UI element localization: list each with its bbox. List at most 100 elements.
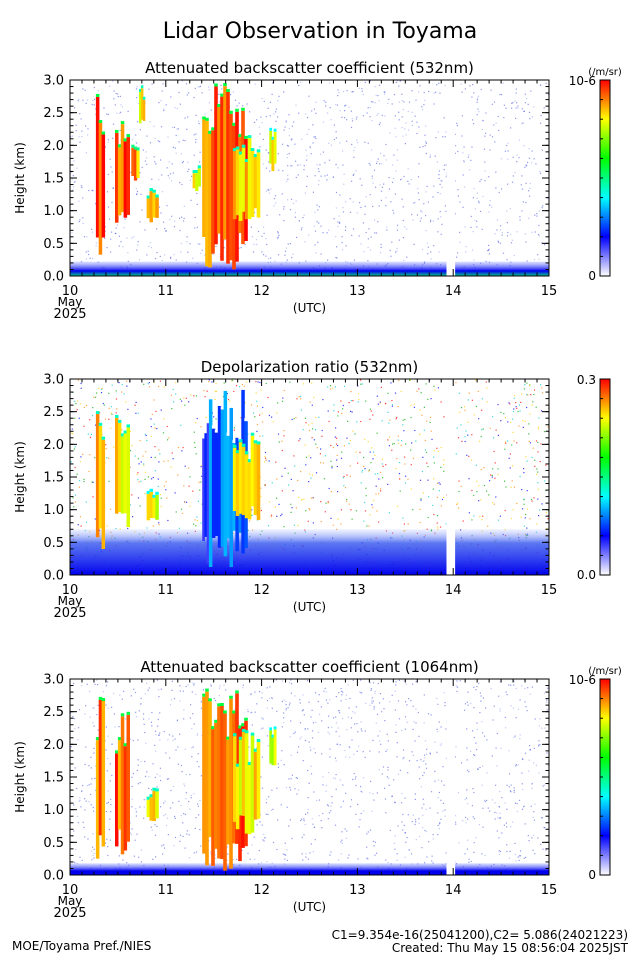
- signal-speckle: [359, 691, 361, 693]
- signal-speckle: [394, 835, 396, 837]
- signal-speckle: [478, 111, 480, 113]
- signal-speckle: [166, 817, 169, 819]
- signal-speckle: [377, 113, 379, 115]
- signal-speckle: [383, 93, 386, 95]
- signal-speckle: [537, 471, 539, 473]
- signal-speckle: [82, 821, 84, 823]
- signal-speckle: [303, 165, 305, 167]
- signal-speckle: [439, 744, 441, 746]
- signal-speckle: [433, 478, 435, 480]
- signal-speckle: [506, 440, 509, 442]
- signal-speckle: [468, 392, 470, 394]
- signal-speckle: [504, 150, 506, 152]
- signal-speckle: [94, 396, 97, 398]
- signal-speckle: [408, 129, 410, 131]
- signal-speckle: [478, 200, 480, 202]
- signal-speckle: [131, 776, 133, 778]
- signal-speckle: [330, 144, 332, 146]
- signal-speckle: [294, 143, 296, 145]
- colorbar-min-label: 0: [588, 269, 596, 283]
- signal-speckle: [135, 188, 137, 190]
- signal-speckle: [374, 692, 376, 694]
- signal-speckle: [397, 405, 399, 408]
- signal-speckle: [111, 171, 113, 173]
- signal-speckle: [291, 165, 293, 167]
- signal-speckle: [305, 856, 307, 858]
- signal-speckle: [337, 445, 339, 447]
- signal-speckle: [344, 117, 346, 119]
- signal-speckle: [82, 99, 84, 101]
- signal-speckle: [342, 404, 344, 407]
- signal-speckle: [304, 417, 306, 419]
- signal-speckle: [361, 88, 363, 90]
- signal-speckle: [443, 470, 445, 472]
- signal-speckle: [445, 172, 447, 174]
- signal-speckle: [270, 515, 272, 518]
- signal-speckle: [152, 763, 154, 765]
- signal-speckle: [127, 408, 129, 410]
- signal-speckle: [284, 842, 286, 844]
- signal-speckle: [531, 456, 533, 458]
- cloud-edge: [238, 134, 242, 138]
- signal-speckle: [393, 154, 395, 156]
- signal-speckle: [518, 139, 521, 141]
- signal-speckle: [144, 760, 146, 763]
- signal-speckle: [303, 818, 305, 820]
- panel-1: Attenuated backscatter coefficient (532n…: [13, 59, 622, 322]
- signal-speckle: [197, 805, 199, 807]
- signal-speckle: [376, 160, 378, 163]
- signal-speckle: [497, 404, 499, 406]
- cloud-edge: [253, 748, 258, 752]
- signal-speckle: [77, 524, 79, 526]
- signal-speckle: [324, 455, 326, 457]
- signal-speckle: [385, 197, 387, 199]
- signal-speckle: [144, 775, 147, 777]
- cloud-column: [273, 729, 277, 766]
- signal-speckle: [107, 173, 109, 175]
- signal-speckle: [537, 482, 539, 484]
- signal-speckle: [336, 104, 339, 106]
- signal-speckle: [490, 474, 492, 476]
- signal-speckle: [309, 473, 311, 475]
- signal-speckle: [391, 405, 393, 407]
- signal-speckle: [527, 394, 529, 396]
- signal-speckle: [516, 803, 518, 805]
- signal-speckle: [483, 484, 486, 487]
- signal-speckle: [135, 711, 137, 713]
- signal-speckle: [398, 239, 400, 241]
- signal-speckle: [520, 850, 522, 852]
- signal-speckle: [460, 485, 462, 487]
- signal-speckle: [198, 123, 200, 125]
- signal-speckle: [338, 735, 341, 737]
- signal-speckle: [154, 730, 157, 732]
- signal-speckle: [457, 252, 459, 254]
- cloud-edge: [101, 436, 106, 440]
- signal-speckle: [278, 503, 280, 505]
- signal-speckle: [115, 412, 117, 414]
- signal-speckle: [266, 699, 269, 702]
- signal-speckle: [107, 139, 109, 141]
- signal-speckle: [369, 451, 371, 453]
- signal-speckle: [70, 461, 72, 463]
- signal-speckle: [262, 406, 264, 408]
- signal-speckle: [174, 220, 176, 222]
- signal-speckle: [346, 830, 348, 832]
- signal-speckle: [532, 816, 534, 818]
- signal-speckle: [308, 782, 310, 784]
- signal-speckle: [81, 790, 83, 792]
- signal-speckle: [242, 687, 244, 689]
- signal-speckle: [341, 412, 343, 414]
- cloud-edge: [214, 719, 218, 723]
- signal-speckle: [269, 101, 272, 103]
- signal-speckle: [159, 732, 161, 734]
- signal-speckle: [302, 429, 304, 431]
- signal-speckle: [193, 96, 195, 99]
- signal-speckle: [129, 430, 131, 432]
- cloud-edge: [217, 103, 221, 107]
- signal-speckle: [421, 211, 423, 213]
- signal-speckle: [106, 838, 108, 840]
- signal-speckle: [363, 520, 365, 522]
- signal-speckle: [385, 143, 387, 146]
- signal-speckle: [524, 517, 526, 519]
- signal-speckle: [505, 691, 507, 693]
